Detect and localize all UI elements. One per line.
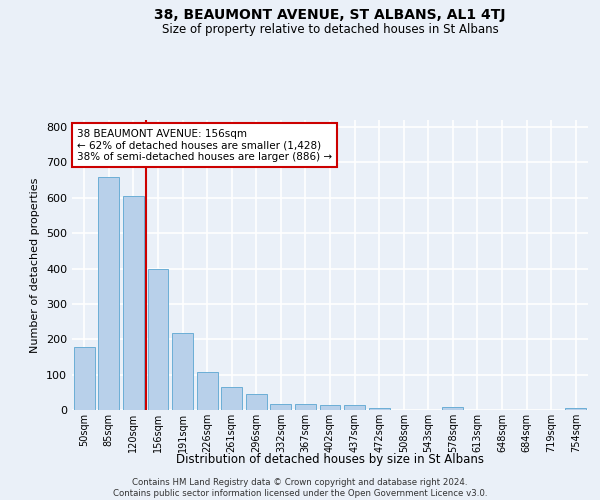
Bar [246, 394, 267, 410]
Bar [295, 404, 316, 410]
Bar [271, 404, 292, 410]
Text: Contains HM Land Registry data © Crown copyright and database right 2024.
Contai: Contains HM Land Registry data © Crown c… [113, 478, 487, 498]
Bar [123, 196, 144, 410]
Bar [320, 404, 340, 410]
Bar [172, 333, 193, 410]
Bar [221, 388, 242, 410]
Text: 38 BEAUMONT AVENUE: 156sqm
← 62% of detached houses are smaller (1,428)
38% of s: 38 BEAUMONT AVENUE: 156sqm ← 62% of deta… [77, 128, 332, 162]
Bar [344, 406, 365, 410]
Text: Distribution of detached houses by size in St Albans: Distribution of detached houses by size … [176, 452, 484, 466]
Bar [442, 407, 463, 410]
Bar [74, 347, 95, 410]
Y-axis label: Number of detached properties: Number of detached properties [31, 178, 40, 352]
Text: Size of property relative to detached houses in St Albans: Size of property relative to detached ho… [161, 22, 499, 36]
Bar [368, 408, 389, 410]
Bar [98, 176, 119, 410]
Bar [197, 372, 218, 410]
Bar [565, 408, 586, 410]
Text: 38, BEAUMONT AVENUE, ST ALBANS, AL1 4TJ: 38, BEAUMONT AVENUE, ST ALBANS, AL1 4TJ [154, 8, 506, 22]
Bar [148, 268, 169, 410]
